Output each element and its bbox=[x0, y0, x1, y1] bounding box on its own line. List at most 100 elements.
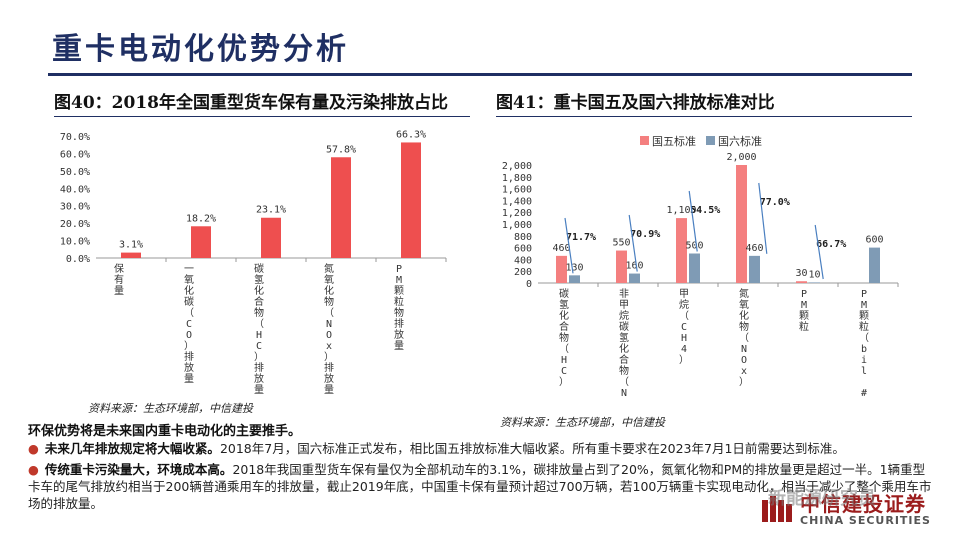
reduction-label: 70.9% bbox=[630, 229, 660, 240]
data-label: 57.8% bbox=[326, 144, 356, 155]
bullet-dot-icon: ● bbox=[28, 462, 39, 477]
bullet-1-bold: 未来几年排放规定将大幅收紧。 bbox=[44, 441, 220, 456]
legend-swatch-guoliu bbox=[706, 136, 715, 145]
right-source-note: 资料来源：生态环境部，中信建投 bbox=[500, 416, 665, 429]
x-tick-label: 保有量 bbox=[114, 262, 124, 297]
y-tick-label: 2,000 bbox=[502, 161, 532, 172]
logo-english-name: CHINA SECURITIES bbox=[800, 514, 931, 527]
y-tick-label: 1,200 bbox=[502, 208, 532, 219]
legend-swatch-guowu bbox=[640, 136, 649, 145]
bar bbox=[676, 218, 687, 283]
bar bbox=[616, 250, 627, 283]
data-label: 2,000 bbox=[726, 152, 756, 163]
y-tick-label: 40.0% bbox=[60, 184, 90, 195]
x-tick-label: 甲烷（ C H 4） bbox=[679, 289, 689, 366]
y-tick-label: 50.0% bbox=[60, 167, 90, 178]
y-tick-label: 1,800 bbox=[502, 173, 532, 184]
x-tick-label: 碳氢化合物（ H C） bbox=[559, 287, 569, 388]
right-figure-title: 图41：重卡国五及国六排放标准对比 bbox=[496, 93, 775, 113]
data-label: 600 bbox=[865, 235, 883, 246]
data-label: 23.1% bbox=[256, 205, 286, 216]
bar bbox=[749, 255, 760, 283]
data-label: 550 bbox=[612, 238, 630, 249]
reduction-label: 66.7% bbox=[816, 239, 846, 250]
legend-label-guowu: 国五标准 bbox=[652, 134, 696, 148]
y-tick-label: 70.0% bbox=[60, 132, 90, 143]
bullet-dot-icon: ● bbox=[28, 441, 39, 456]
logo-mark-icon bbox=[762, 496, 792, 522]
reduction-label: 71.7% bbox=[566, 232, 596, 243]
y-tick-label: 0.0% bbox=[66, 254, 90, 265]
y-tick-label: 200 bbox=[514, 267, 532, 278]
x-tick-label: 非甲烷碳氢化合物（NMHC） bbox=[619, 288, 629, 400]
bar bbox=[191, 226, 211, 258]
summary-heading: 环保优势将是未来国内重卡电动化的主要推手。 bbox=[28, 424, 302, 439]
bar bbox=[809, 282, 820, 283]
data-label: 160 bbox=[625, 261, 643, 272]
y-tick-label: 10.0% bbox=[60, 237, 90, 248]
legend-label-guoliu: 国六标准 bbox=[718, 134, 762, 148]
x-tick-label: P M 颗粒物排放量 bbox=[394, 264, 404, 352]
data-label: 18.2% bbox=[186, 213, 216, 224]
y-tick-label: 800 bbox=[514, 232, 532, 243]
bar bbox=[689, 253, 700, 283]
x-tick-label: 碳氢化合物（ H C ）排放量 bbox=[254, 262, 264, 396]
y-tick-label: 60.0% bbox=[60, 149, 90, 160]
left-figure-title: 图40：2018年全国重型货车保有量及污染排放占比 bbox=[54, 93, 448, 113]
reduction-arrow bbox=[688, 190, 698, 252]
x-tick-label: 一氧化碳（ C O ）排放量 bbox=[184, 264, 194, 385]
bar bbox=[121, 252, 141, 258]
y-tick-label: 1,000 bbox=[502, 220, 532, 231]
data-label: 10 bbox=[808, 269, 820, 280]
bullet-item-2: ● 传统重卡污染量大，环境成本高。2018年我国重型货车保有量仅为全部机动车的3.… bbox=[28, 461, 933, 512]
data-label: 1,100 bbox=[666, 205, 696, 216]
bar bbox=[629, 273, 640, 283]
data-label: 130 bbox=[565, 262, 583, 273]
y-tick-label: 20.0% bbox=[60, 219, 90, 230]
y-tick-label: 400 bbox=[514, 255, 532, 266]
reduction-label: 54.5% bbox=[690, 205, 720, 216]
reduction-arrow bbox=[628, 214, 638, 272]
bar bbox=[556, 255, 567, 283]
y-tick-label: 1,400 bbox=[502, 196, 532, 207]
bullet-2-text: 2018年我国重型货车保有量仅为全部机动车的3.1%，碳排放量占到了20%，氮氧… bbox=[28, 462, 932, 511]
x-tick-label: P M 颗粒 bbox=[799, 289, 809, 333]
y-tick-label: 600 bbox=[514, 244, 532, 255]
right-figure-divider bbox=[496, 116, 912, 117]
bar bbox=[736, 165, 747, 283]
bullet-1-text: 2018年7月，国六标准正式发布，相比国五排放标准大幅收紧。所有重卡要求在202… bbox=[219, 441, 845, 456]
bullet-item-1: ● 未来几年排放规定将大幅收紧。2018年7月，国六标准正式发布，相比国五排放标准… bbox=[28, 440, 933, 457]
bar bbox=[869, 247, 880, 283]
bar bbox=[796, 281, 807, 283]
data-label: 66.3% bbox=[396, 129, 426, 140]
bar bbox=[261, 217, 281, 258]
title-divider bbox=[48, 73, 912, 76]
left-figure-divider bbox=[54, 116, 470, 117]
data-label: 3.1% bbox=[119, 240, 143, 251]
company-logo: 中信建投证券 CHINA SECURITIES bbox=[760, 486, 960, 540]
bar bbox=[331, 157, 351, 258]
bar bbox=[569, 275, 580, 283]
left-bar-chart: 0.0% 10.0% 20.0% 30.0% 40.0% 50.0% 60.0% 70.0% 3… bbox=[60, 129, 447, 396]
data-label: 500 bbox=[685, 241, 703, 252]
page-title: 重卡电动化优势分析 bbox=[52, 32, 349, 67]
y-tick-label: 1,600 bbox=[502, 185, 532, 196]
y-tick-label: 0 bbox=[526, 279, 532, 290]
bar bbox=[401, 142, 421, 258]
right-grouped-bar-chart: 02004006008001,0001,2001,4001,6001,8002,… bbox=[502, 134, 899, 400]
data-label: 460 bbox=[552, 243, 570, 254]
data-label: 30 bbox=[795, 268, 807, 279]
left-source-note: 资料来源：生态环境部，中信建投 bbox=[88, 402, 253, 415]
reduction-label: 77.0% bbox=[760, 197, 790, 208]
watermark: 新能源研究员 bbox=[768, 488, 876, 509]
logo-chinese-name: 中信建投证券 bbox=[800, 492, 926, 516]
reduction-arrow bbox=[814, 224, 824, 280]
reduction-arrow bbox=[564, 217, 574, 274]
reduction-arrow bbox=[758, 182, 768, 254]
y-tick-label: 30.0% bbox=[60, 202, 90, 213]
bullet-2-bold: 传统重卡污染量大，环境成本高。 bbox=[44, 462, 233, 477]
data-label: 460 bbox=[745, 243, 763, 254]
